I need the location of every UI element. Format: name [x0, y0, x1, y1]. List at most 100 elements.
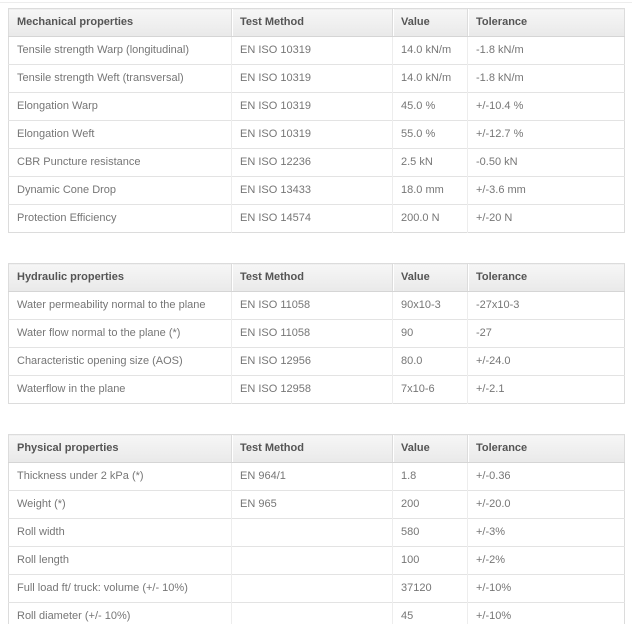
test-method-cell: EN ISO 11058 — [231, 319, 393, 348]
value-cell: 100 — [392, 546, 468, 575]
tolerance-cell: +/-3.6 mm — [467, 176, 625, 205]
value-cell: 200.0 N — [392, 204, 468, 233]
table-row: Protection Efficiency EN ISO 14574 200.0… — [8, 204, 625, 233]
test-method-cell: EN ISO 12956 — [231, 347, 393, 376]
physical-properties-table: Physical properties Test Method Value To… — [8, 434, 625, 624]
tolerance-cell: +/-20 N — [467, 204, 625, 233]
property-cell: Water flow normal to the plane (*) — [8, 319, 232, 348]
property-cell: Tensile strength Warp (longitudinal) — [8, 36, 232, 65]
test-method-cell: EN ISO 10319 — [231, 120, 393, 149]
property-cell: Waterflow in the plane — [8, 375, 232, 404]
table-row: Dynamic Cone Drop EN ISO 13433 18.0 mm +… — [8, 176, 625, 205]
value-cell: 18.0 mm — [392, 176, 468, 205]
table-row: Roll length 100 +/-2% — [8, 546, 625, 575]
column-header-test-method: Test Method — [231, 263, 393, 292]
table-row: Full load ft/ truck: volume (+/- 10%) 37… — [8, 574, 625, 603]
table-row: Waterflow in the plane EN ISO 12958 7x10… — [8, 375, 625, 404]
property-cell: Roll length — [8, 546, 232, 575]
value-cell: 1.8 — [392, 462, 468, 491]
tolerance-cell: -27x10-3 — [467, 291, 625, 320]
property-cell: Elongation Weft — [8, 120, 232, 149]
table-title: Hydraulic properties — [8, 263, 232, 292]
column-header-value: Value — [392, 434, 468, 463]
table-row: Water flow normal to the plane (*) EN IS… — [8, 319, 625, 348]
test-method-cell: EN ISO 12958 — [231, 375, 393, 404]
header-row: Physical properties Test Method Value To… — [8, 434, 625, 463]
tolerance-cell: -0.50 kN — [467, 148, 625, 177]
test-method-cell — [231, 518, 393, 547]
value-cell: 580 — [392, 518, 468, 547]
tolerance-cell: +/-2.1 — [467, 375, 625, 404]
value-cell: 55.0 % — [392, 120, 468, 149]
column-header-value: Value — [392, 8, 468, 37]
top-divider — [0, 2, 632, 3]
value-cell: 90 — [392, 319, 468, 348]
column-header-tolerance: Tolerance — [467, 263, 625, 292]
table-row: Characteristic opening size (AOS) EN ISO… — [8, 347, 625, 376]
tolerance-cell: +/-12.7 % — [467, 120, 625, 149]
column-header-test-method: Test Method — [231, 8, 393, 37]
column-header-value: Value — [392, 263, 468, 292]
value-cell: 80.0 — [392, 347, 468, 376]
property-cell: Elongation Warp — [8, 92, 232, 121]
column-header-tolerance: Tolerance — [467, 8, 625, 37]
table-row: Roll diameter (+/- 10%) 45 +/-10% — [8, 602, 625, 624]
test-method-cell — [231, 546, 393, 575]
value-cell: 7x10-6 — [392, 375, 468, 404]
value-cell: 37120 — [392, 574, 468, 603]
property-cell: Roll diameter (+/- 10%) — [8, 602, 232, 624]
mechanical-properties-table: Mechanical properties Test Method Value … — [8, 8, 625, 233]
test-method-cell — [231, 602, 393, 624]
tolerance-cell: +/-0.36 — [467, 462, 625, 491]
physical-properties-section: Physical properties Test Method Value To… — [0, 434, 632, 624]
property-cell: Roll width — [8, 518, 232, 547]
value-cell: 45 — [392, 602, 468, 624]
tolerance-cell: +/-24.0 — [467, 347, 625, 376]
test-method-cell: EN ISO 11058 — [231, 291, 393, 320]
column-header-test-method: Test Method — [231, 434, 393, 463]
test-method-cell: EN ISO 13433 — [231, 176, 393, 205]
header-row: Hydraulic properties Test Method Value T… — [8, 263, 625, 292]
table-row: Tensile strength Warp (longitudinal) EN … — [8, 36, 625, 65]
table-row: Elongation Warp EN ISO 10319 45.0 % +/-1… — [8, 92, 625, 121]
value-cell: 14.0 kN/m — [392, 36, 468, 65]
value-cell: 14.0 kN/m — [392, 64, 468, 93]
test-method-cell: EN ISO 10319 — [231, 64, 393, 93]
table-row: CBR Puncture resistance EN ISO 12236 2.5… — [8, 148, 625, 177]
tolerance-cell: +/-20.0 — [467, 490, 625, 519]
hydraulic-properties-section: Hydraulic properties Test Method Value T… — [0, 263, 632, 404]
table-title: Mechanical properties — [8, 8, 232, 37]
tolerance-cell: +/-10% — [467, 574, 625, 603]
tolerance-cell: +/-10.4 % — [467, 92, 625, 121]
property-cell: Dynamic Cone Drop — [8, 176, 232, 205]
test-method-cell: EN ISO 14574 — [231, 204, 393, 233]
value-cell: 200 — [392, 490, 468, 519]
property-cell: Weight (*) — [8, 490, 232, 519]
hydraulic-properties-table: Hydraulic properties Test Method Value T… — [8, 263, 625, 404]
property-cell: Water permeability normal to the plane — [8, 291, 232, 320]
test-method-cell: EN 964/1 — [231, 462, 393, 491]
test-method-cell — [231, 574, 393, 603]
tolerance-cell: +/-3% — [467, 518, 625, 547]
mechanical-properties-section: Mechanical properties Test Method Value … — [0, 3, 632, 233]
table-row: Weight (*) EN 965 200 +/-20.0 — [8, 490, 625, 519]
property-cell: Protection Efficiency — [8, 204, 232, 233]
table-title: Physical properties — [8, 434, 232, 463]
tolerance-cell: -27 — [467, 319, 625, 348]
tolerance-cell: -1.8 kN/m — [467, 64, 625, 93]
tolerance-cell: +/-2% — [467, 546, 625, 575]
test-method-cell: EN ISO 12236 — [231, 148, 393, 177]
property-cell: Characteristic opening size (AOS) — [8, 347, 232, 376]
header-row: Mechanical properties Test Method Value … — [8, 8, 625, 37]
tolerance-cell: +/-10% — [467, 602, 625, 624]
test-method-cell: EN 965 — [231, 490, 393, 519]
test-method-cell: EN ISO 10319 — [231, 36, 393, 65]
property-cell: CBR Puncture resistance — [8, 148, 232, 177]
table-row: Elongation Weft EN ISO 10319 55.0 % +/-1… — [8, 120, 625, 149]
property-cell: Thickness under 2 kPa (*) — [8, 462, 232, 491]
tolerance-cell: -1.8 kN/m — [467, 36, 625, 65]
value-cell: 45.0 % — [392, 92, 468, 121]
test-method-cell: EN ISO 10319 — [231, 92, 393, 121]
table-row: Roll width 580 +/-3% — [8, 518, 625, 547]
